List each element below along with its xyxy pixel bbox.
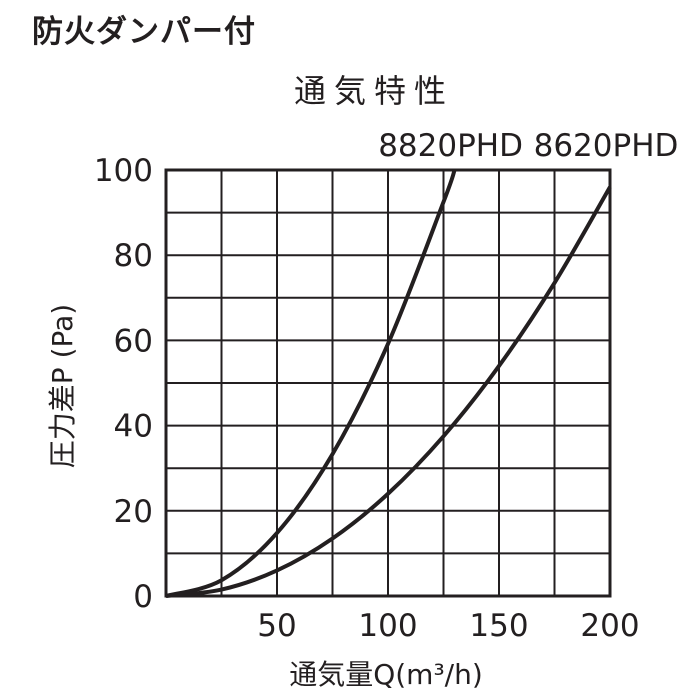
y-tick-label: 80 (114, 238, 153, 274)
x-tick-label: 200 (580, 608, 639, 644)
x-tick-label: 50 (257, 608, 296, 644)
chart-title: 通気特性 (294, 72, 455, 110)
chart-series: 8820PHD 8620PHD (165, 128, 679, 598)
y-tick-label: 60 (114, 323, 153, 359)
page-title: 防火ダンパー付 (32, 14, 256, 50)
series-line-8820phd (165, 169, 457, 598)
plot-frame (164, 168, 612, 598)
x-axis-label: 通気量Q(m³/h) (289, 658, 483, 691)
y-tick-label: 20 (114, 494, 153, 530)
y-axis-label: 圧力差P (Pa) (46, 304, 79, 468)
tick-labels: 0 20 40 60 80 100 50 100 150 200 (94, 153, 640, 644)
series-line-8620phd (165, 186, 612, 598)
x-tick-label: 100 (358, 608, 417, 644)
series-label-8620phd: 8620PHD (534, 128, 679, 164)
chart-grid (164, 168, 612, 598)
y-tick-label: 0 (133, 579, 153, 615)
series-label-8820phd: 8820PHD (378, 128, 523, 164)
x-tick-label: 150 (469, 608, 528, 644)
y-tick-label: 100 (94, 153, 153, 189)
y-tick-label: 40 (114, 409, 153, 445)
